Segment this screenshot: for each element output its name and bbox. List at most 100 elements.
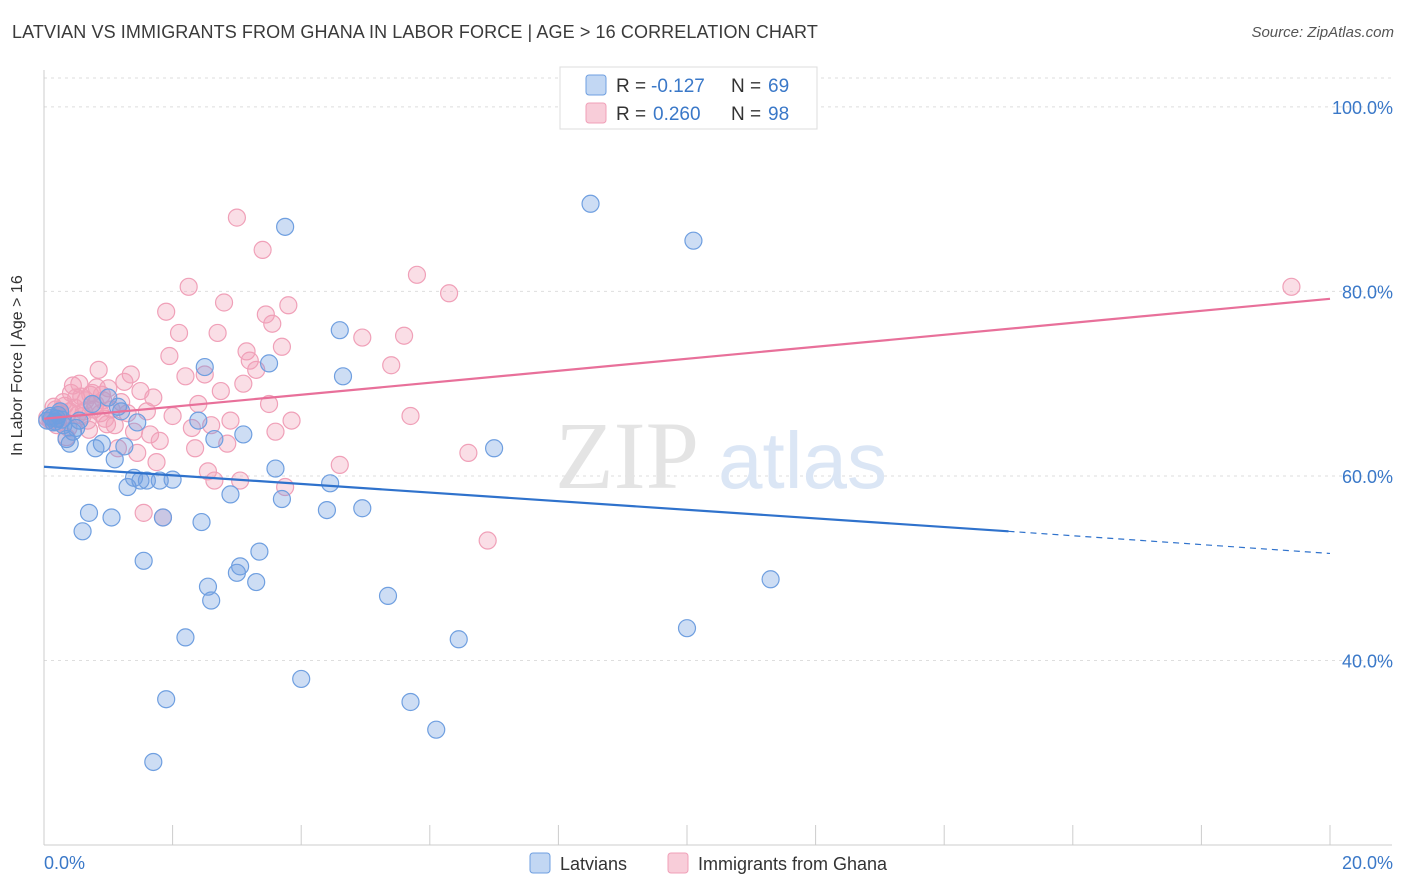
y-tick-label: 40.0% (1342, 651, 1393, 671)
legend-n-value-ghana: 98 (768, 104, 789, 125)
legend-n-value-latvians: 69 (768, 76, 789, 97)
watermark-atlas: atlas (718, 416, 887, 505)
ghana-point (118, 404, 137, 423)
latvians-point (677, 619, 697, 638)
latvians-point (176, 628, 195, 647)
ghana-point (160, 346, 179, 366)
ghana-point (330, 455, 349, 474)
latvians-point (195, 357, 214, 377)
ghana-point (186, 439, 205, 458)
trend-lines (43, 297, 1331, 555)
latvians-point (102, 508, 121, 527)
latvians-point (163, 470, 182, 489)
y-axis-label: In Labor Force | Age > 16 (9, 275, 26, 456)
axes (43, 70, 1392, 846)
ghana-point (72, 387, 91, 406)
latvians-point (92, 434, 111, 453)
ghana-point (195, 365, 214, 384)
latvians-point (128, 413, 147, 432)
latvians-point (449, 630, 468, 649)
latvians-point (192, 512, 211, 532)
latvians-point (202, 591, 221, 610)
legend-bottom-label-ghana: Immigrants from Ghana (698, 854, 888, 874)
legend-bottom-label-latvians: Latvians (560, 854, 627, 874)
latvians-point (234, 425, 253, 444)
legend-top: R = -0.127 N = 69 R = 0.260 N = 98 (559, 66, 818, 130)
trend-line-latvians-extension (1008, 530, 1331, 555)
ghana-point (256, 305, 275, 324)
ghana-point (182, 418, 201, 438)
latvians-point (259, 354, 279, 373)
ghana-point (205, 471, 224, 490)
y-tick-label: 100.0% (1332, 98, 1393, 118)
latvians-point (137, 471, 156, 490)
latvians-point (684, 231, 703, 250)
latvians-point (231, 557, 250, 576)
ghana-point (394, 326, 414, 345)
ghana-point (198, 462, 218, 481)
ghana-point (234, 374, 253, 393)
ghana-point (214, 293, 234, 312)
ghana-point (353, 328, 372, 347)
legend-r-label-latvians: R = (616, 76, 646, 97)
ghana-point (282, 411, 301, 430)
latvians-point (581, 194, 600, 213)
legend-r-label-ghana: R = (616, 104, 646, 125)
ghana-point (253, 240, 272, 260)
ghana-point (115, 372, 134, 391)
latvians-point (144, 752, 163, 772)
latvians-point (79, 503, 99, 522)
x-tick-label-max: 20.0% (1342, 853, 1393, 873)
legend-n-label-latvians: N = (731, 76, 761, 97)
latvians-point (378, 586, 398, 605)
latvians-point (761, 570, 780, 589)
legend-swatch-ghana (585, 102, 607, 124)
latvians-point (105, 450, 124, 469)
ghana-point (439, 284, 459, 303)
ghana-point (134, 503, 153, 522)
ghana-point (169, 323, 189, 343)
ghana-point (144, 388, 163, 407)
latvians-point (317, 500, 337, 520)
latvians-point (221, 485, 240, 504)
legend-bottom-swatch-latvians (529, 852, 551, 874)
ghana-point (147, 453, 166, 472)
series-latvians-points (38, 194, 780, 772)
ghana-point (208, 323, 227, 343)
ghana-point (176, 367, 195, 386)
ghana-point (266, 422, 285, 441)
legend-bottom-swatch-ghana (667, 852, 689, 874)
latvians-point (353, 499, 372, 518)
ghana-point (459, 443, 478, 462)
ghana-point (221, 411, 240, 430)
latvians-point (99, 388, 118, 407)
ghana-point (163, 406, 182, 426)
latvians-point (427, 720, 446, 739)
watermark-zip: ZIP (555, 402, 699, 509)
x-tick-label-min: 0.0% (44, 853, 85, 873)
ghana-point (272, 337, 292, 356)
latvians-point (250, 542, 269, 561)
latvians-point (205, 429, 224, 449)
ghana-point (121, 365, 140, 384)
x-tick-labels: 0.0% 20.0% (44, 853, 1393, 873)
ghana-point (61, 383, 81, 403)
legend-swatch-latvians (585, 74, 607, 96)
ghana-point (211, 381, 230, 401)
ghana-point (97, 415, 117, 434)
y-tick-label: 80.0% (1342, 282, 1393, 302)
latvians-point (266, 459, 285, 478)
latvians-point (134, 551, 153, 570)
latvians-point (321, 474, 340, 493)
ghana-point (157, 302, 176, 321)
latvians-point (60, 434, 79, 453)
latvians-point (52, 410, 72, 429)
latvians-point (247, 572, 266, 592)
chart-title: LATVIAN VS IMMIGRANTS FROM GHANA IN LABO… (12, 22, 818, 42)
latvians-point (115, 437, 134, 456)
source-label: Source: ZipAtlas.com (1251, 24, 1394, 41)
ghana-point (1282, 277, 1301, 296)
y-tick-label: 60.0% (1342, 467, 1393, 487)
ghana-point (401, 406, 420, 426)
ghana-point (259, 394, 279, 414)
